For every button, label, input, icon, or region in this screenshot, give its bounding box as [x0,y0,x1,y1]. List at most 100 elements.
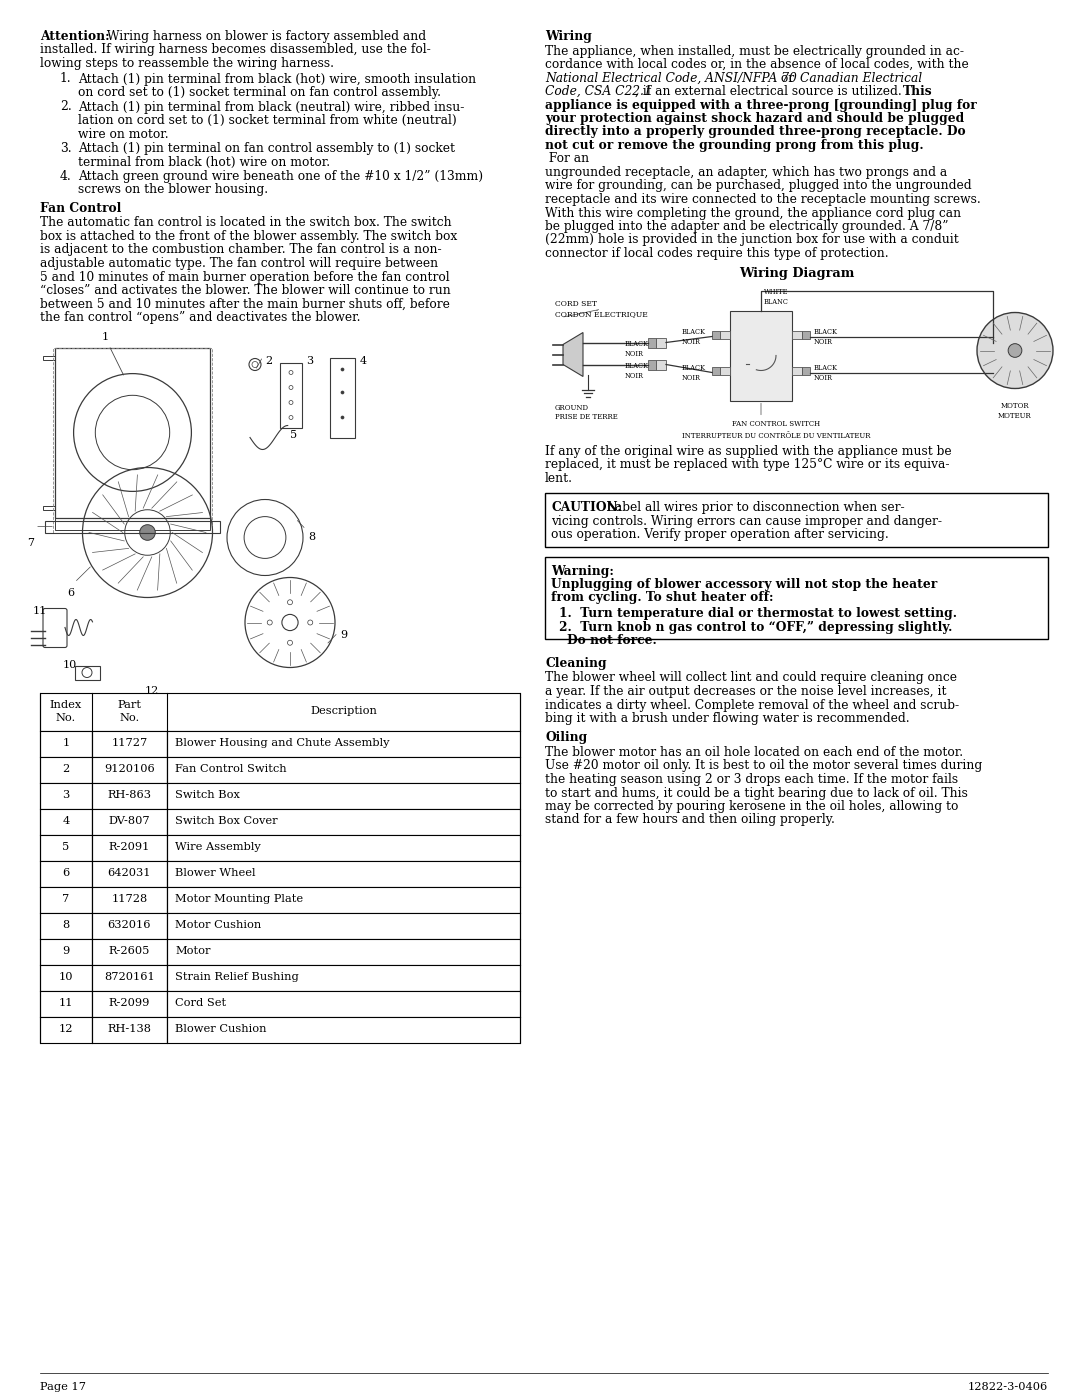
Bar [648,359,656,369]
Bar [656,359,666,369]
Bar [167,912,519,939]
Text: Code, CSA C22.1: Code, CSA C22.1 [545,85,651,98]
Bar [720,331,730,338]
Text: 1: 1 [63,739,69,749]
Bar [40,887,92,912]
Text: CORD SET
CORDON ÉLECTRIQUE: CORD SET CORDON ÉLECTRIQUE [555,300,648,317]
Bar [40,757,92,782]
Text: 11: 11 [58,999,73,1009]
Bar [280,362,302,427]
Text: 11728: 11728 [111,894,148,904]
Text: “closes” and activates the blower. The blower will continue to run: “closes” and activates the blower. The b… [40,284,450,298]
Bar [40,912,92,939]
Text: or: or [777,71,798,84]
Text: Description: Description [310,707,377,717]
Text: DV-807: DV-807 [109,816,150,827]
Text: indicates a dirty wheel. Complete removal of the wheel and scrub-: indicates a dirty wheel. Complete remova… [545,698,959,711]
Text: 2.  Turn knob n gas control to “OFF,” depressing slightly.: 2. Turn knob n gas control to “OFF,” dep… [559,620,953,633]
Text: MOTOR
MOTEUR: MOTOR MOTEUR [998,402,1031,419]
Text: Oiling: Oiling [545,732,588,745]
Text: Attach (1) pin terminal from black (neutral) wire, ribbed insu-: Attach (1) pin terminal from black (neut… [78,101,464,113]
Text: Blower Cushion: Blower Cushion [175,1024,267,1035]
Text: receptacle and its wire connected to the receptacle mounting screws.: receptacle and its wire connected to the… [545,193,981,205]
Bar [545,493,1048,548]
Text: Warning:: Warning: [551,564,613,578]
Text: wire on motor.: wire on motor. [78,127,168,141]
Polygon shape [563,332,583,377]
Bar [167,887,519,912]
Text: 8: 8 [308,532,315,542]
Bar [802,366,810,374]
Text: cordance with local codes or, in the absence of local codes, with the: cordance with local codes or, in the abs… [545,59,969,71]
Text: Wiring harness on blower is factory assembled and: Wiring harness on blower is factory asse… [103,29,427,43]
Bar [40,693,519,731]
Text: vicing controls. Wiring errors can cause improper and danger-: vicing controls. Wiring errors can cause… [551,514,942,528]
Text: Unplugging of blower accessory will not stop the heater: Unplugging of blower accessory will not … [551,578,937,591]
Bar [92,939,167,964]
Text: 2.: 2. [60,101,71,113]
Text: 1.: 1. [60,73,71,85]
Text: lation on cord set to (1) socket terminal from white (neutral): lation on cord set to (1) socket termina… [78,115,457,127]
Text: 2: 2 [265,356,272,366]
Circle shape [977,313,1053,388]
Text: not cut or remove the grounding prong from this plug.: not cut or remove the grounding prong fr… [545,138,923,152]
Bar [792,366,802,374]
Text: installed. If wiring harness becomes disassembled, use the fol-: installed. If wiring harness becomes dis… [40,43,431,56]
Text: BLACK
NOIR: BLACK NOIR [625,341,649,358]
Text: BLACK
NOIR: BLACK NOIR [625,362,649,380]
Text: R-2605: R-2605 [109,947,150,957]
Bar [40,731,92,757]
Text: Index
No.: Index No. [50,700,82,722]
Bar [92,782,167,809]
Text: Attention:: Attention: [40,29,110,43]
Bar [43,355,55,359]
Circle shape [341,416,345,419]
Text: 9: 9 [340,630,347,640]
Text: 3: 3 [63,791,69,800]
Text: screws on the blower housing.: screws on the blower housing. [78,183,268,197]
Bar [545,557,1048,638]
Text: box is attached to the front of the blower assembly. The switch box: box is attached to the front of the blow… [40,231,457,243]
Text: Attach (1) pin terminal on fan control assembly to (1) socket: Attach (1) pin terminal on fan control a… [78,142,455,155]
Text: ungrounded receptacle, an adapter, which has two prongs and a: ungrounded receptacle, an adapter, which… [545,166,947,179]
Text: bing it with a brush under flowing water is recommended.: bing it with a brush under flowing water… [545,712,909,725]
Text: Part
No.: Part No. [118,700,141,722]
Text: 5 and 10 minutes of main burner operation before the fan control: 5 and 10 minutes of main burner operatio… [40,271,449,284]
Bar [40,782,92,809]
Text: With this wire completing the ground, the appliance cord plug can: With this wire completing the ground, th… [545,207,961,219]
Text: 642031: 642031 [108,869,151,879]
Text: Do not force.: Do not force. [567,634,657,647]
Text: your protection against shock hazard and should be plugged: your protection against shock hazard and… [545,112,964,124]
Bar [167,939,519,964]
Bar [167,782,519,809]
Bar [43,506,55,510]
Circle shape [341,391,345,394]
Text: BLACK
NOIR: BLACK NOIR [681,328,706,345]
Text: lent.: lent. [545,472,573,485]
Text: Cord Set: Cord Set [175,999,226,1009]
Text: Switch Box Cover: Switch Box Cover [175,816,278,827]
Text: 8: 8 [63,921,69,930]
Bar [167,964,519,990]
Bar [167,990,519,1017]
Text: 9120106: 9120106 [104,764,154,774]
Text: , if an external electrical source is utilized.: , if an external electrical source is ut… [635,85,906,98]
Text: Canadian Electrical: Canadian Electrical [800,71,922,84]
Bar [92,809,167,834]
Text: 10: 10 [58,972,73,982]
Text: the fan control “opens” and deactivates the blower.: the fan control “opens” and deactivates … [40,312,361,324]
Bar [92,861,167,887]
Text: Use #20 motor oil only. It is best to oil the motor several times during: Use #20 motor oil only. It is best to oi… [545,760,982,773]
Text: Blower Housing and Chute Assembly: Blower Housing and Chute Assembly [175,739,390,749]
Text: National Electrical Code, ANSI/NFPA 70: National Electrical Code, ANSI/NFPA 70 [545,71,797,84]
Text: 4: 4 [63,816,69,827]
Text: Wiring Diagram: Wiring Diagram [739,267,854,279]
Bar [720,366,730,374]
Bar [75,665,100,679]
Text: 12: 12 [145,686,159,696]
Text: The blower wheel will collect lint and could require cleaning once: The blower wheel will collect lint and c… [545,672,957,685]
Bar [167,809,519,834]
Text: appliance is equipped with a three-prong [grounding] plug for: appliance is equipped with a three-prong… [545,99,976,112]
Text: from cycling. To shut heater off:: from cycling. To shut heater off: [551,591,773,605]
Text: INTERRUPTEUR DU CONTRÔLE DU VENTILATEUR: INTERRUPTEUR DU CONTRÔLE DU VENTILATEUR [683,432,870,440]
